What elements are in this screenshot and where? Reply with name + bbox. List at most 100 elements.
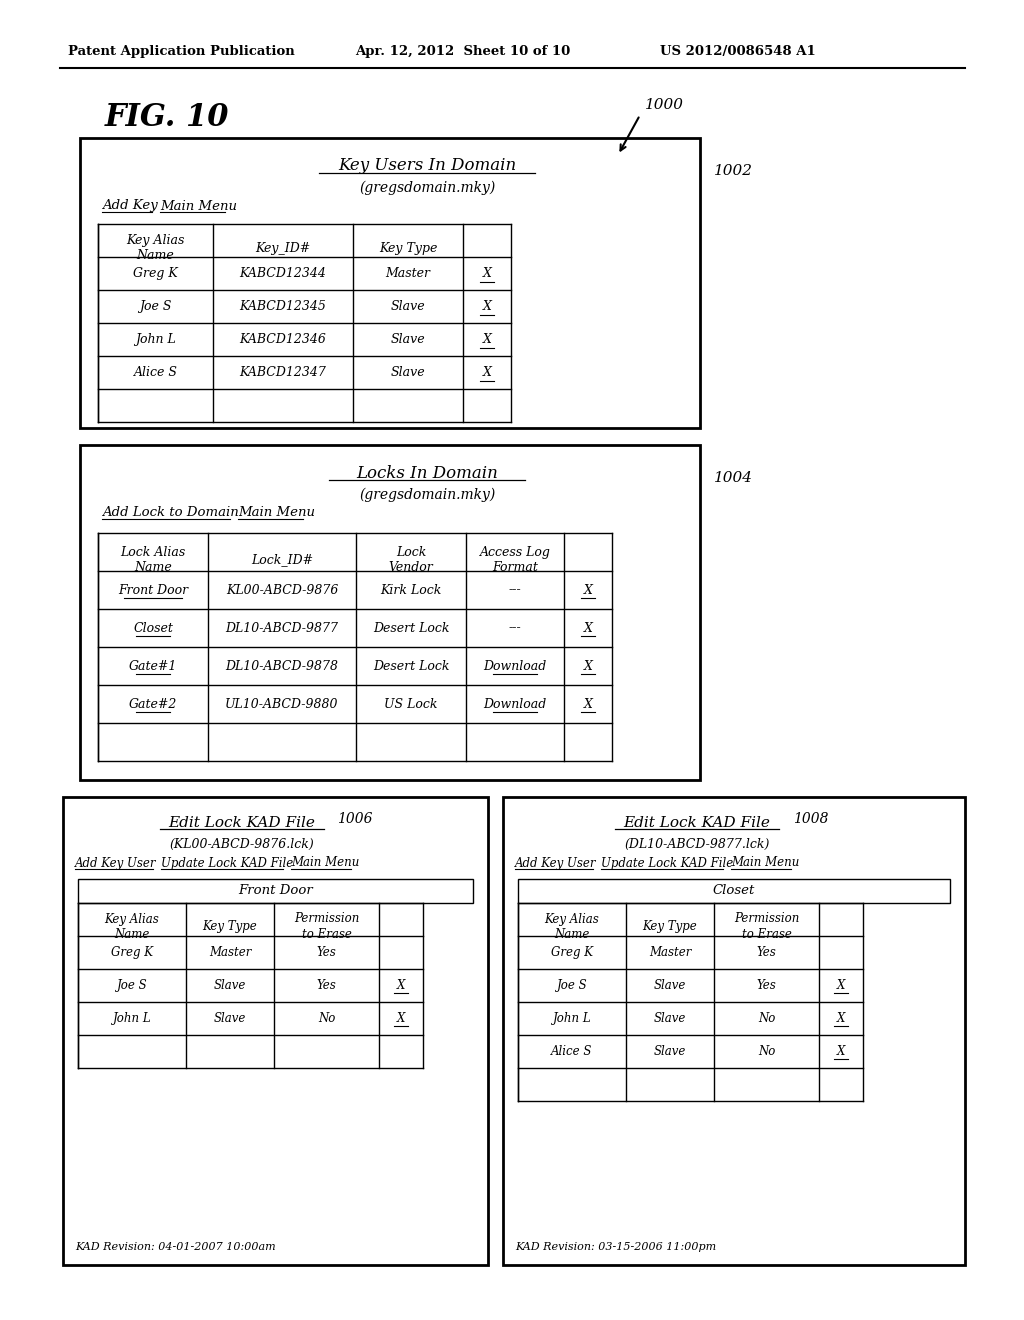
Text: Front Door: Front Door	[118, 583, 188, 597]
Text: Alice S: Alice S	[551, 1045, 593, 1059]
Text: Patent Application Publication: Patent Application Publication	[68, 45, 295, 58]
Text: Kirk Lock: Kirk Lock	[380, 583, 441, 597]
Bar	[503, 797, 965, 1265]
Text: Joe S: Joe S	[117, 979, 147, 993]
Text: X: X	[482, 366, 492, 379]
Text: X: X	[397, 1012, 406, 1026]
Text: Key Type: Key Type	[203, 920, 257, 933]
Text: Slave: Slave	[391, 333, 425, 346]
Text: John L: John L	[135, 333, 176, 346]
Text: X: X	[584, 660, 593, 672]
Text: No: No	[758, 1012, 775, 1026]
Text: No: No	[317, 1012, 335, 1026]
Text: X: X	[397, 979, 406, 993]
Text: Greg K: Greg K	[111, 946, 153, 960]
Text: Master: Master	[649, 946, 691, 960]
Text: Main Menu: Main Menu	[291, 857, 359, 870]
Text: Slave: Slave	[214, 979, 246, 993]
Text: KL00-ABCD-9876: KL00-ABCD-9876	[226, 583, 338, 597]
Text: Closet: Closet	[713, 884, 755, 898]
Text: UL10-ABCD-9880: UL10-ABCD-9880	[225, 697, 339, 710]
Text: (gregsdomain.mky): (gregsdomain.mky)	[359, 488, 496, 502]
Text: Download: Download	[483, 697, 547, 710]
Text: X: X	[837, 1012, 845, 1026]
Text: Key_ID#: Key_ID#	[255, 242, 310, 255]
Text: Add Key User: Add Key User	[515, 857, 597, 870]
Text: Gate#2: Gate#2	[129, 697, 177, 710]
Text: Main Menu: Main Menu	[731, 857, 800, 870]
Text: Yes: Yes	[757, 979, 776, 993]
Text: X: X	[584, 622, 593, 635]
Text: KABCD12345: KABCD12345	[240, 300, 327, 313]
Text: (DL10-ABCD-9877.lck): (DL10-ABCD-9877.lck)	[625, 837, 770, 850]
Text: X: X	[584, 583, 593, 597]
Text: Alice S: Alice S	[133, 366, 177, 379]
Text: X: X	[482, 267, 492, 280]
Text: Desert Lock: Desert Lock	[373, 660, 450, 672]
Text: KAD Revision: 04-01-2007 10:00am: KAD Revision: 04-01-2007 10:00am	[75, 1242, 275, 1251]
Text: John L: John L	[113, 1012, 152, 1026]
Text: Desert Lock: Desert Lock	[373, 622, 450, 635]
Text: 1008: 1008	[793, 812, 828, 826]
Text: Add Key: Add Key	[102, 199, 158, 213]
Text: Closet: Closet	[133, 622, 173, 635]
Text: DL10-ABCD-9878: DL10-ABCD-9878	[225, 660, 339, 672]
Text: Locks In Domain: Locks In Domain	[356, 465, 498, 482]
Text: KABCD12344: KABCD12344	[240, 267, 327, 280]
Text: Slave: Slave	[653, 1012, 686, 1026]
Text: Slave: Slave	[653, 1045, 686, 1059]
Text: Master: Master	[385, 267, 430, 280]
Text: Permission
to Erase: Permission to Erase	[734, 912, 799, 940]
Text: Apr. 12, 2012  Sheet 10 of 10: Apr. 12, 2012 Sheet 10 of 10	[355, 45, 570, 58]
Text: Key Type: Key Type	[643, 920, 697, 933]
Text: Key Alias
Name: Key Alias Name	[126, 234, 184, 263]
Text: Lock Alias
Name: Lock Alias Name	[121, 546, 185, 574]
Text: Update Lock KAD File: Update Lock KAD File	[161, 857, 293, 870]
Text: Greg K: Greg K	[551, 946, 593, 960]
Text: Edit Lock KAD File: Edit Lock KAD File	[168, 816, 315, 830]
Text: KABCD12347: KABCD12347	[240, 366, 327, 379]
Text: Update Lock KAD File: Update Lock KAD File	[601, 857, 733, 870]
Text: No: No	[758, 1045, 775, 1059]
Text: Lock_ID#: Lock_ID#	[251, 553, 313, 566]
Text: Permission
to Erase: Permission to Erase	[294, 912, 359, 940]
Text: Joe S: Joe S	[139, 300, 172, 313]
Text: Yes: Yes	[757, 946, 776, 960]
Text: Key Alias
Name: Key Alias Name	[104, 912, 160, 940]
Text: 1004: 1004	[714, 471, 753, 484]
Text: KAD Revision: 03-15-2006 11:00pm: KAD Revision: 03-15-2006 11:00pm	[515, 1242, 716, 1251]
Text: Joe S: Joe S	[557, 979, 588, 993]
Text: Add Key User: Add Key User	[75, 857, 157, 870]
Text: DL10-ABCD-9877: DL10-ABCD-9877	[225, 622, 339, 635]
Text: Key Type: Key Type	[379, 242, 437, 255]
Bar	[63, 797, 488, 1265]
Text: Main Menu: Main Menu	[160, 199, 237, 213]
Text: ---: ---	[509, 622, 521, 635]
Text: Gate#1: Gate#1	[129, 660, 177, 672]
Text: Slave: Slave	[391, 300, 425, 313]
Text: Slave: Slave	[653, 979, 686, 993]
Text: Front Door: Front Door	[239, 884, 313, 898]
Text: Edit Lock KAD File: Edit Lock KAD File	[624, 816, 770, 830]
Text: Add Lock to Domain: Add Lock to Domain	[102, 507, 239, 520]
Text: Download: Download	[483, 660, 547, 672]
Text: Slave: Slave	[391, 366, 425, 379]
Text: X: X	[482, 333, 492, 346]
Text: John L: John L	[553, 1012, 591, 1026]
Text: US Lock: US Lock	[384, 697, 437, 710]
Text: X: X	[584, 697, 593, 710]
Text: X: X	[837, 979, 845, 993]
Text: X: X	[482, 300, 492, 313]
Text: FIG. 10: FIG. 10	[105, 103, 229, 133]
Text: 1002: 1002	[714, 164, 753, 178]
Text: Access Log
Format: Access Log Format	[479, 546, 551, 574]
Bar	[80, 139, 700, 428]
Text: Yes: Yes	[316, 946, 336, 960]
Bar	[80, 445, 700, 780]
Text: X: X	[837, 1045, 845, 1059]
Text: (gregsdomain.mky): (gregsdomain.mky)	[359, 181, 496, 195]
Text: Main Menu: Main Menu	[238, 507, 315, 520]
Text: Greg K: Greg K	[133, 267, 178, 280]
Bar	[78, 879, 473, 903]
Text: Lock
Vendor: Lock Vendor	[389, 546, 433, 574]
